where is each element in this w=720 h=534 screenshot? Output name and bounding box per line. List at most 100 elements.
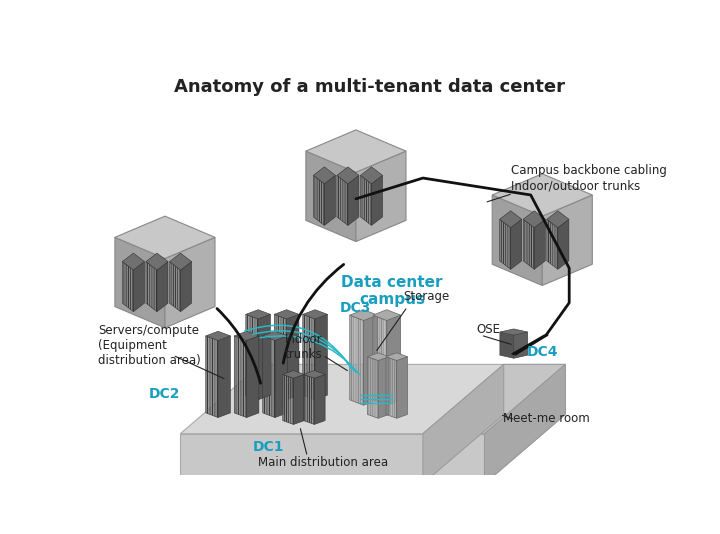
Polygon shape bbox=[369, 357, 370, 415]
Polygon shape bbox=[347, 183, 348, 225]
Polygon shape bbox=[528, 223, 530, 266]
Polygon shape bbox=[393, 359, 394, 417]
Polygon shape bbox=[318, 179, 319, 221]
Polygon shape bbox=[305, 375, 306, 421]
Polygon shape bbox=[358, 318, 359, 403]
Polygon shape bbox=[396, 360, 397, 418]
Polygon shape bbox=[312, 378, 313, 424]
Polygon shape bbox=[303, 310, 328, 319]
Polygon shape bbox=[361, 167, 382, 184]
Polygon shape bbox=[265, 337, 266, 414]
Polygon shape bbox=[534, 219, 545, 269]
Polygon shape bbox=[257, 318, 258, 400]
Text: OSE: OSE bbox=[477, 323, 501, 336]
Polygon shape bbox=[180, 364, 565, 434]
Polygon shape bbox=[372, 175, 382, 225]
Polygon shape bbox=[213, 339, 215, 416]
Polygon shape bbox=[370, 183, 372, 225]
Polygon shape bbox=[169, 253, 192, 270]
Polygon shape bbox=[287, 376, 288, 422]
Polygon shape bbox=[362, 320, 364, 405]
Polygon shape bbox=[389, 358, 390, 415]
Polygon shape bbox=[206, 331, 230, 341]
Polygon shape bbox=[394, 359, 395, 418]
Polygon shape bbox=[270, 339, 271, 416]
Polygon shape bbox=[373, 315, 374, 400]
Polygon shape bbox=[423, 364, 565, 434]
Polygon shape bbox=[132, 269, 133, 312]
Polygon shape bbox=[532, 226, 534, 269]
Polygon shape bbox=[366, 179, 367, 222]
Polygon shape bbox=[286, 375, 287, 422]
Polygon shape bbox=[253, 317, 254, 398]
Polygon shape bbox=[217, 340, 218, 418]
Polygon shape bbox=[288, 376, 289, 423]
Polygon shape bbox=[502, 221, 503, 263]
Polygon shape bbox=[287, 315, 299, 400]
Polygon shape bbox=[317, 178, 318, 221]
Polygon shape bbox=[306, 130, 406, 172]
Polygon shape bbox=[246, 315, 247, 396]
Polygon shape bbox=[208, 337, 210, 414]
Polygon shape bbox=[312, 318, 314, 399]
Polygon shape bbox=[367, 353, 389, 360]
Polygon shape bbox=[284, 318, 285, 399]
Polygon shape bbox=[127, 265, 128, 308]
Polygon shape bbox=[147, 262, 148, 305]
Polygon shape bbox=[367, 180, 368, 223]
Polygon shape bbox=[397, 357, 408, 418]
Polygon shape bbox=[275, 336, 287, 418]
Polygon shape bbox=[130, 268, 131, 310]
Polygon shape bbox=[115, 237, 165, 328]
Polygon shape bbox=[359, 319, 360, 404]
Polygon shape bbox=[276, 315, 278, 397]
Polygon shape bbox=[370, 358, 371, 415]
Polygon shape bbox=[210, 337, 211, 415]
Polygon shape bbox=[153, 268, 155, 310]
Polygon shape bbox=[361, 319, 362, 405]
Polygon shape bbox=[363, 177, 364, 219]
Polygon shape bbox=[248, 315, 250, 397]
Polygon shape bbox=[282, 317, 283, 398]
Polygon shape bbox=[278, 316, 279, 397]
Polygon shape bbox=[146, 262, 147, 304]
Polygon shape bbox=[384, 319, 385, 405]
Text: Anatomy of a multi-tenant data center: Anatomy of a multi-tenant data center bbox=[174, 78, 564, 96]
Polygon shape bbox=[176, 266, 177, 309]
Polygon shape bbox=[290, 377, 292, 423]
Polygon shape bbox=[523, 219, 524, 262]
Polygon shape bbox=[246, 310, 271, 319]
Polygon shape bbox=[360, 319, 361, 404]
Polygon shape bbox=[124, 262, 125, 305]
Polygon shape bbox=[309, 376, 310, 423]
Polygon shape bbox=[243, 339, 244, 417]
Polygon shape bbox=[492, 195, 542, 286]
Polygon shape bbox=[169, 262, 171, 304]
Text: Data center
campus: Data center campus bbox=[341, 275, 443, 308]
Polygon shape bbox=[177, 268, 179, 310]
Polygon shape bbox=[556, 226, 557, 269]
Polygon shape bbox=[356, 318, 358, 403]
Polygon shape bbox=[351, 316, 352, 400]
Polygon shape bbox=[338, 176, 339, 218]
Polygon shape bbox=[341, 179, 343, 221]
Polygon shape bbox=[133, 262, 145, 312]
Polygon shape bbox=[281, 317, 282, 398]
Polygon shape bbox=[383, 319, 384, 404]
Polygon shape bbox=[337, 175, 338, 218]
Polygon shape bbox=[354, 317, 356, 402]
Polygon shape bbox=[390, 358, 392, 417]
Polygon shape bbox=[364, 315, 377, 405]
Polygon shape bbox=[148, 263, 149, 305]
Polygon shape bbox=[129, 266, 130, 309]
Polygon shape bbox=[156, 269, 157, 312]
Polygon shape bbox=[510, 219, 522, 269]
Polygon shape bbox=[254, 318, 256, 399]
Polygon shape bbox=[173, 264, 174, 307]
Polygon shape bbox=[339, 177, 341, 219]
Polygon shape bbox=[151, 266, 153, 308]
Polygon shape bbox=[128, 266, 129, 308]
Polygon shape bbox=[307, 375, 308, 422]
Text: Storage: Storage bbox=[404, 290, 450, 303]
Text: Servers/compute
(Equipment
distribution area): Servers/compute (Equipment distribution … bbox=[98, 324, 201, 367]
